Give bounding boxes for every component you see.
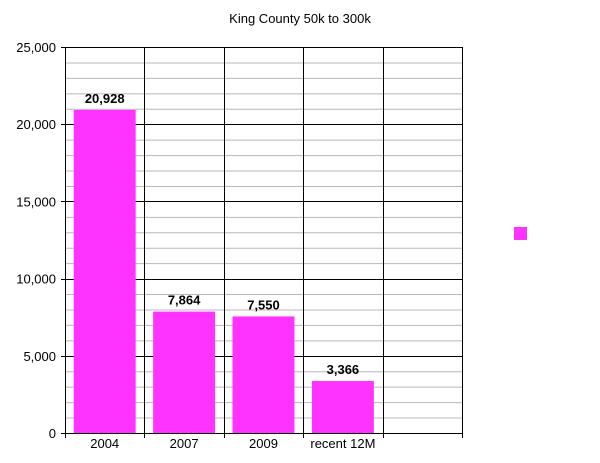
data-label: 20,928: [85, 91, 125, 106]
data-label: 3,366: [327, 362, 360, 377]
data-label: 7,550: [247, 297, 280, 312]
y-tick-label: 20,000: [16, 117, 56, 132]
data-label: 7,864: [168, 293, 201, 308]
legend-swatch: [514, 227, 527, 240]
x-tick-label: recent 12M: [310, 436, 375, 451]
y-tick-label: 10,000: [16, 272, 56, 287]
legend: [514, 227, 527, 240]
chart-title: King County 50k to 300k: [229, 11, 371, 26]
y-tick-label: 5,000: [23, 349, 56, 364]
bar-2009: [232, 316, 295, 433]
y-tick-label: 15,000: [16, 194, 56, 209]
bar-2007: [153, 311, 216, 433]
y-tick-label: 25,000: [16, 40, 56, 55]
y-tick-label: 0: [49, 426, 56, 441]
x-tick-label: 2004: [90, 436, 119, 451]
x-tick-label: 2007: [170, 436, 199, 451]
x-tick-label: 2009: [249, 436, 278, 451]
bar-2004: [73, 109, 136, 434]
axes: 2004 2007 2009 recent 12M 0 5,000 10,000 15,000…: [16, 40, 375, 451]
data-labels: 20,928 7,864 7,550 3,366: [85, 91, 359, 377]
bars: [73, 109, 374, 434]
bar-recent-12m: [311, 381, 374, 433]
